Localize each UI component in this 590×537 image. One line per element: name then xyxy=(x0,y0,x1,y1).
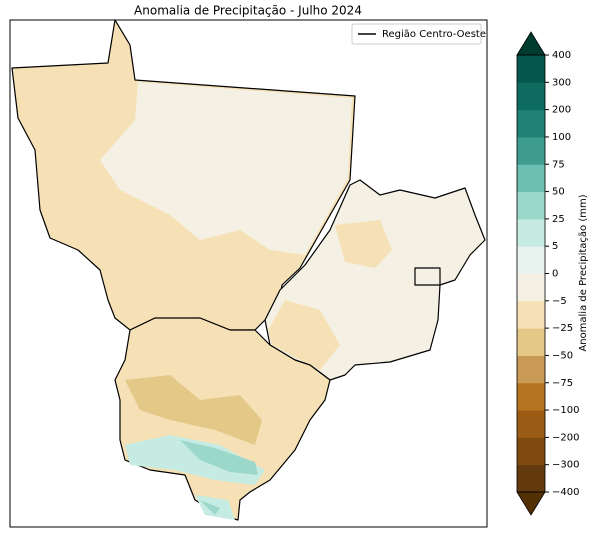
colorbar-tick-label: 5 xyxy=(552,241,558,252)
colorbar-tick-label: −25 xyxy=(552,323,573,334)
colorbar-tick-label: −5 xyxy=(552,296,567,307)
colorbar-bin xyxy=(517,136,545,165)
colorbar-bin xyxy=(517,382,545,411)
colorbar-label: Anomalia de Precipitação (mm) xyxy=(578,194,589,351)
legend-box xyxy=(351,23,482,45)
map-title: Anomalia de Precipitação - Julho 2024 xyxy=(134,4,362,18)
colorbar-tick-label: −200 xyxy=(552,432,579,443)
colorbar-tick-label: 400 xyxy=(552,50,571,61)
area-dry xyxy=(268,220,392,370)
colorbar: −400−300−200−100−75−50−25−50525507510020… xyxy=(516,31,579,516)
colorbar-bin xyxy=(517,328,545,356)
colorbar-bin xyxy=(517,82,545,111)
colorbar-under xyxy=(516,491,546,516)
colorbar-bin xyxy=(517,355,545,384)
colorbar-bin xyxy=(517,273,545,302)
colorbar-tick-label: 25 xyxy=(552,214,565,225)
colorbar-tick-label: 300 xyxy=(552,77,571,88)
colorbar-bin xyxy=(517,164,545,193)
colorbar-bin xyxy=(517,191,545,220)
colorbar-bin xyxy=(517,464,545,493)
colorbar-bin xyxy=(517,300,545,329)
colorbar-bin xyxy=(517,246,545,274)
colorbar-tick-label: 50 xyxy=(552,187,565,198)
colorbar-tick-label: 0 xyxy=(552,269,558,280)
colorbar-tick-label: −100 xyxy=(552,405,579,416)
legend-label: Região Centro-Oeste xyxy=(382,29,486,40)
colorbar-tick-label: −400 xyxy=(552,487,579,498)
colorbar-tick-label: 75 xyxy=(552,159,565,170)
colorbar-tick-label: 200 xyxy=(552,105,571,116)
colorbar-tick-label: −50 xyxy=(552,350,573,361)
map xyxy=(11,19,486,521)
colorbar-bin xyxy=(517,55,545,83)
area-very-dry xyxy=(125,375,262,445)
colorbar-over xyxy=(516,31,546,56)
colorbar-tick-label: −75 xyxy=(552,378,573,389)
colorbar-bin xyxy=(517,437,545,466)
area-wetter xyxy=(180,440,258,515)
colorbar-bin xyxy=(517,218,545,247)
area-near-normal xyxy=(100,82,352,255)
colorbar-bin xyxy=(517,109,545,138)
colorbar-tick-label: 100 xyxy=(552,132,571,143)
state-df xyxy=(414,267,441,286)
colorbar-bin xyxy=(517,410,545,438)
colorbar-tick-label: −300 xyxy=(552,460,579,471)
